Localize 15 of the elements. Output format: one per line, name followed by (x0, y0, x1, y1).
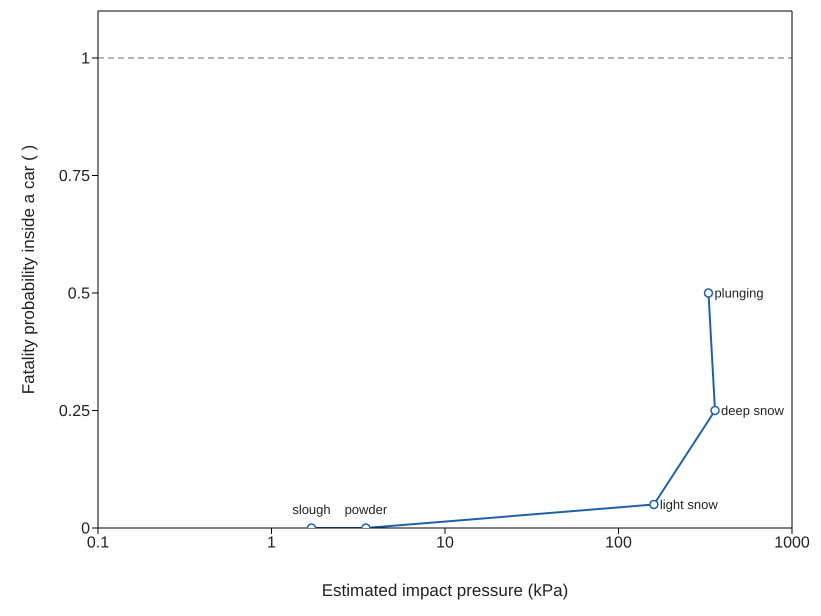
x-tick-label: 1000 (774, 534, 810, 552)
x-tick-label: 100 (605, 534, 632, 552)
annotation: powder (344, 502, 388, 517)
annotation: slough (292, 502, 331, 517)
y-tick-label: 1 (81, 50, 90, 68)
annotation: deep snow (721, 403, 785, 418)
y-tick-label: 0.75 (58, 168, 90, 186)
y-tick-label: 0.25 (58, 403, 90, 420)
annotation: light snow (660, 497, 718, 512)
annotation: plunging (714, 286, 764, 301)
x-axis-title: Estimated impact pressure (kPa) (322, 581, 568, 600)
x-tick-label: 10 (436, 534, 454, 552)
x-tick-label: 1 (267, 534, 276, 552)
y-tick-label: 0.5 (68, 286, 90, 303)
y-axis-title: Fatality probability inside a car ( ) (19, 144, 38, 394)
